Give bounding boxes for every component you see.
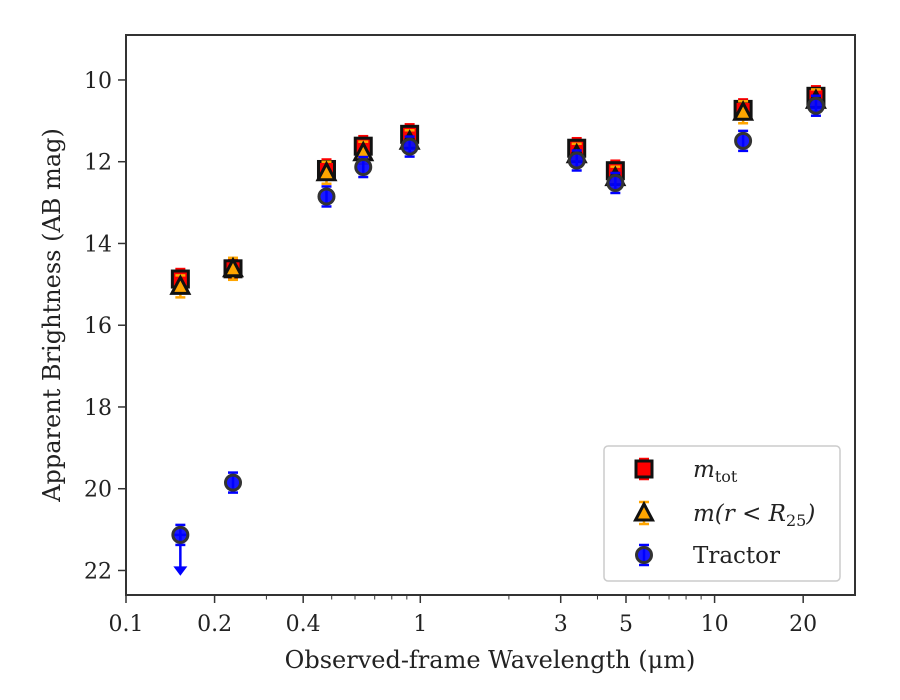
x-tick-label: 1 xyxy=(413,612,427,637)
x-axis-label: Observed-frame Wavelength (μm) xyxy=(285,646,696,674)
data-point xyxy=(171,523,190,576)
y-tick-label: 10 xyxy=(84,69,112,94)
legend-marker xyxy=(635,543,653,567)
legend-label: m(r < R25) xyxy=(693,501,815,530)
y-tick-label: 20 xyxy=(84,478,112,503)
x-tick-label: 0.4 xyxy=(286,612,321,637)
legend-label: mtot xyxy=(693,457,738,486)
data-point xyxy=(606,171,625,195)
x-tick-label: 5 xyxy=(619,612,633,637)
y-tick-label: 22 xyxy=(84,559,112,584)
x-tick-label: 0.2 xyxy=(197,612,232,637)
legend-box xyxy=(603,445,841,582)
data-point xyxy=(317,185,336,208)
data-point xyxy=(169,274,192,299)
legend-marker xyxy=(633,500,655,526)
x-tick-label: 20 xyxy=(789,612,817,637)
y-axis-label: Apparent Brightness (AB mag) xyxy=(38,128,66,503)
data-point xyxy=(354,155,373,179)
data-point xyxy=(222,256,245,282)
data-point xyxy=(806,94,825,117)
axes-layer: 0.1 0.2 0.4 1 3 5 10 20 10 12 14 16 18 20 22 xyxy=(84,69,817,637)
series-3 xyxy=(171,94,825,576)
y-tick-label: 16 xyxy=(84,314,112,339)
y-tick-label: 14 xyxy=(84,232,112,257)
data-point xyxy=(315,160,338,186)
data-point xyxy=(224,471,243,494)
legend-marker xyxy=(634,457,654,481)
data-point xyxy=(400,135,419,158)
y-tick-label: 12 xyxy=(84,151,112,176)
legend-label: Tractor xyxy=(693,543,780,569)
legend: mtot m(r < R25) Tractor xyxy=(603,445,841,582)
plot-frame xyxy=(125,34,856,596)
x-tick-label: 0.1 xyxy=(109,612,144,637)
marks-layer xyxy=(169,85,827,576)
x-tick-label: 10 xyxy=(701,612,729,637)
x-tick-label: 3 xyxy=(554,612,568,637)
data-point xyxy=(734,129,753,153)
data-point xyxy=(732,100,755,125)
data-point xyxy=(567,149,586,172)
y-tick-label: 18 xyxy=(84,396,112,421)
